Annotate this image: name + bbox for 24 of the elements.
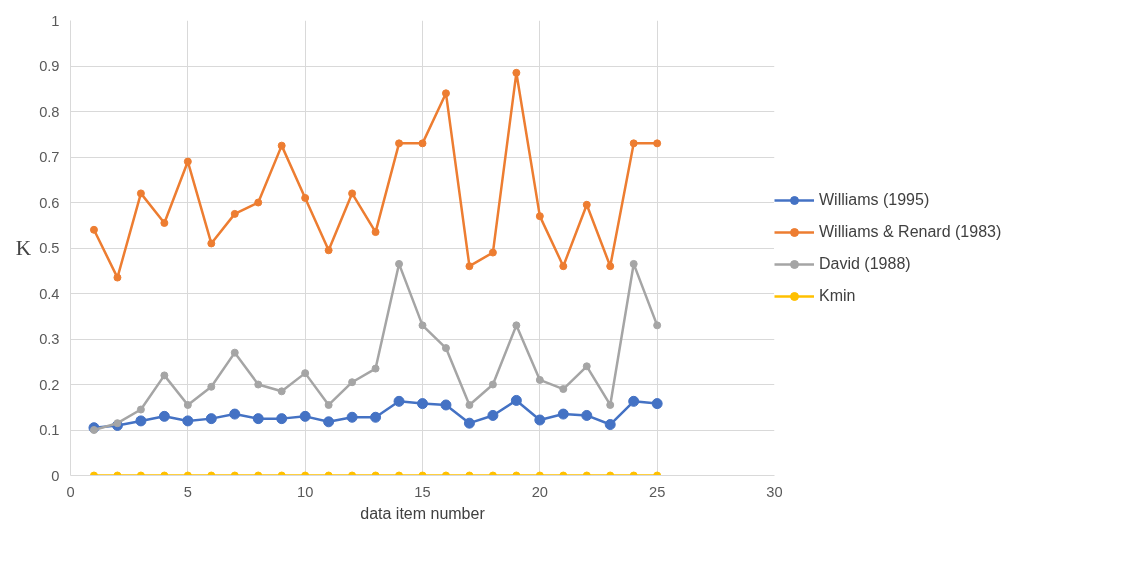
x-tick-label: 15 — [414, 483, 431, 500]
y-tick-label: 0.6 — [39, 194, 60, 211]
x-tick-label: 10 — [297, 483, 314, 500]
y-tick-label: 0.9 — [39, 58, 60, 74]
legend-label: Kmin — [819, 286, 856, 305]
y-tick-label: 0 — [51, 467, 60, 484]
x-axis-title: data item number — [360, 504, 486, 522]
x-tick-label: 0 — [66, 483, 75, 500]
y-tick-label: 0.4 — [39, 285, 60, 302]
y-tick-label: 0.5 — [39, 240, 60, 256]
y-tick-label: 0.8 — [39, 103, 60, 120]
y-tick-label: 0.1 — [39, 422, 60, 438]
x-tick-label: 30 — [766, 483, 783, 500]
y-tick-label: 0.2 — [39, 376, 60, 393]
legend-label: Williams (1995) — [819, 190, 930, 209]
x-tick-label: 20 — [531, 483, 548, 500]
x-tick-label: 5 — [183, 483, 192, 500]
legend-label: Williams & Renard (1983) — [819, 222, 1002, 241]
x-tick-label: 25 — [649, 483, 666, 500]
y-tick-label: 0.3 — [39, 331, 60, 347]
y-axis-title: K — [15, 236, 32, 260]
y-tick-label: 0.7 — [39, 149, 60, 165]
legend-label: David (1988) — [819, 254, 911, 273]
y-tick-label: 1 — [51, 12, 60, 29]
